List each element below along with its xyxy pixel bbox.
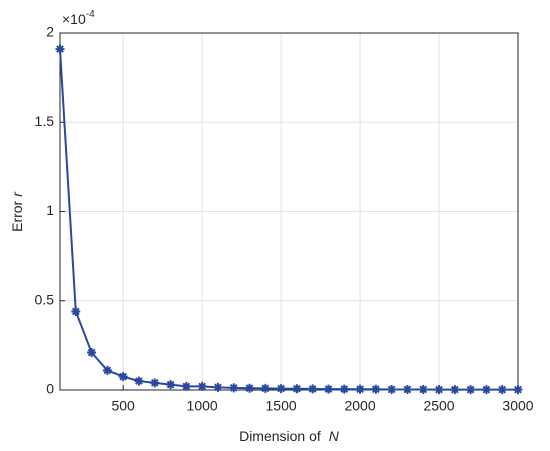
x-label-symbol: N <box>329 428 340 444</box>
point-marker <box>355 384 365 394</box>
y-axis-label: Error r <box>9 191 25 232</box>
point-marker <box>387 384 397 394</box>
y-multiplier-base: ×10 <box>62 11 86 27</box>
x-label-text: Dimension of <box>239 428 321 444</box>
point-marker <box>466 385 476 395</box>
x-tick-label: 500 <box>111 398 135 414</box>
x-tick-label: 1000 <box>187 398 218 414</box>
point-marker <box>71 306 81 316</box>
point-marker <box>308 384 318 394</box>
point-marker <box>260 383 270 393</box>
point-marker <box>276 384 286 394</box>
point-marker <box>245 383 255 393</box>
point-marker <box>87 348 97 358</box>
point-marker <box>434 385 444 395</box>
x-tick-label: 1500 <box>266 398 297 414</box>
point-marker <box>55 44 65 54</box>
point-marker <box>181 381 191 391</box>
point-marker <box>339 384 349 394</box>
point-marker <box>292 384 302 394</box>
point-marker <box>197 381 207 391</box>
point-marker <box>102 365 112 375</box>
y-multiplier: ×10-4 <box>62 9 95 27</box>
y-tick-label: 0.5 <box>35 291 55 307</box>
point-marker <box>371 384 381 394</box>
x-axis-label: Dimension of N <box>239 428 340 444</box>
point-marker <box>418 384 428 394</box>
x-tick-label: 2500 <box>423 398 454 414</box>
y-tick-label: 2 <box>46 24 54 40</box>
y-multiplier-exponent: -4 <box>86 9 95 20</box>
y-tick-label: 0 <box>46 381 54 397</box>
point-marker <box>450 385 460 395</box>
point-marker <box>402 384 412 394</box>
y-tick-label: 1.5 <box>35 113 55 129</box>
point-marker <box>481 385 491 395</box>
point-marker <box>323 384 333 394</box>
point-marker <box>134 376 144 386</box>
point-marker <box>513 385 523 395</box>
point-marker <box>497 385 507 395</box>
point-marker <box>118 372 128 382</box>
point-marker <box>229 383 239 393</box>
y-label-symbol: r <box>9 191 25 197</box>
x-tick-label: 2000 <box>344 398 375 414</box>
point-marker <box>213 382 223 392</box>
point-marker <box>150 378 160 388</box>
y-label-text: Error <box>9 200 25 231</box>
point-marker <box>166 380 176 390</box>
y-tick-label: 1 <box>46 202 54 218</box>
x-tick-label: 3000 <box>502 398 533 414</box>
